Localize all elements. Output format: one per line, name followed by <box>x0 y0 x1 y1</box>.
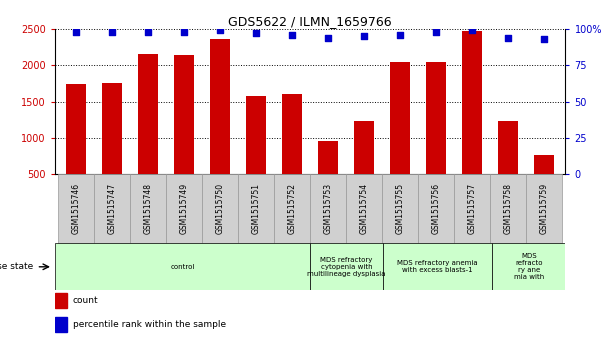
Text: GSM1515746: GSM1515746 <box>72 183 81 234</box>
Text: GSM1515759: GSM1515759 <box>539 183 548 234</box>
Text: GSM1515756: GSM1515756 <box>432 183 440 234</box>
Bar <box>55 293 67 308</box>
FancyBboxPatch shape <box>94 174 130 243</box>
Point <box>431 29 441 35</box>
Text: GSM1515749: GSM1515749 <box>180 183 188 234</box>
Text: GSM1515754: GSM1515754 <box>359 183 368 234</box>
Point <box>503 35 513 41</box>
Text: GSM1515753: GSM1515753 <box>323 183 333 234</box>
Bar <box>426 62 446 174</box>
Point <box>71 29 81 35</box>
FancyBboxPatch shape <box>202 174 238 243</box>
Text: GSM1515750: GSM1515750 <box>216 183 225 234</box>
Point <box>143 29 153 35</box>
FancyBboxPatch shape <box>526 174 562 243</box>
FancyBboxPatch shape <box>130 174 166 243</box>
Bar <box>390 62 410 174</box>
Text: GSM1515758: GSM1515758 <box>503 183 513 234</box>
FancyBboxPatch shape <box>346 174 382 243</box>
Text: MDS
refracto
ry ane
mia with: MDS refracto ry ane mia with <box>514 253 544 280</box>
Text: GSM1515757: GSM1515757 <box>468 183 477 234</box>
Text: GSM1515748: GSM1515748 <box>143 183 153 234</box>
Point <box>287 32 297 38</box>
Point <box>467 28 477 33</box>
FancyBboxPatch shape <box>310 174 346 243</box>
FancyBboxPatch shape <box>492 243 565 290</box>
FancyBboxPatch shape <box>274 174 310 243</box>
Point <box>359 33 369 39</box>
FancyBboxPatch shape <box>382 174 418 243</box>
FancyBboxPatch shape <box>58 174 94 243</box>
Text: MDS refractory anemia
with excess blasts-1: MDS refractory anemia with excess blasts… <box>398 260 478 273</box>
Bar <box>498 121 518 174</box>
Text: control: control <box>170 264 195 270</box>
Bar <box>102 83 122 174</box>
Text: GSM1515751: GSM1515751 <box>252 183 261 234</box>
FancyBboxPatch shape <box>454 174 490 243</box>
FancyBboxPatch shape <box>383 243 492 290</box>
Point <box>251 30 261 36</box>
Bar <box>210 39 230 174</box>
Point <box>395 32 405 38</box>
FancyBboxPatch shape <box>418 174 454 243</box>
Point <box>323 35 333 41</box>
Point <box>539 36 549 42</box>
FancyBboxPatch shape <box>238 174 274 243</box>
Bar <box>139 54 158 174</box>
Bar <box>354 121 374 174</box>
Bar <box>534 155 554 174</box>
Bar <box>55 317 67 332</box>
Bar <box>462 31 482 174</box>
Text: disease state: disease state <box>0 262 33 271</box>
Text: GSM1515752: GSM1515752 <box>288 183 297 234</box>
Bar <box>318 141 338 174</box>
Text: MDS refractory
cytopenia with
multilineage dysplasia: MDS refractory cytopenia with multilinea… <box>307 257 386 277</box>
Point <box>179 29 189 35</box>
Point <box>215 28 225 33</box>
Text: GSM1515755: GSM1515755 <box>395 183 404 234</box>
Text: count: count <box>72 296 98 305</box>
FancyBboxPatch shape <box>166 174 202 243</box>
FancyBboxPatch shape <box>310 243 383 290</box>
Bar <box>282 94 302 174</box>
FancyBboxPatch shape <box>55 243 310 290</box>
Point <box>108 29 117 35</box>
Title: GDS5622 / ILMN_1659766: GDS5622 / ILMN_1659766 <box>228 15 392 28</box>
Bar <box>174 55 194 174</box>
Text: GSM1515747: GSM1515747 <box>108 183 117 234</box>
Bar <box>246 96 266 174</box>
Text: percentile rank within the sample: percentile rank within the sample <box>72 320 226 329</box>
FancyBboxPatch shape <box>490 174 526 243</box>
Bar <box>66 84 86 174</box>
